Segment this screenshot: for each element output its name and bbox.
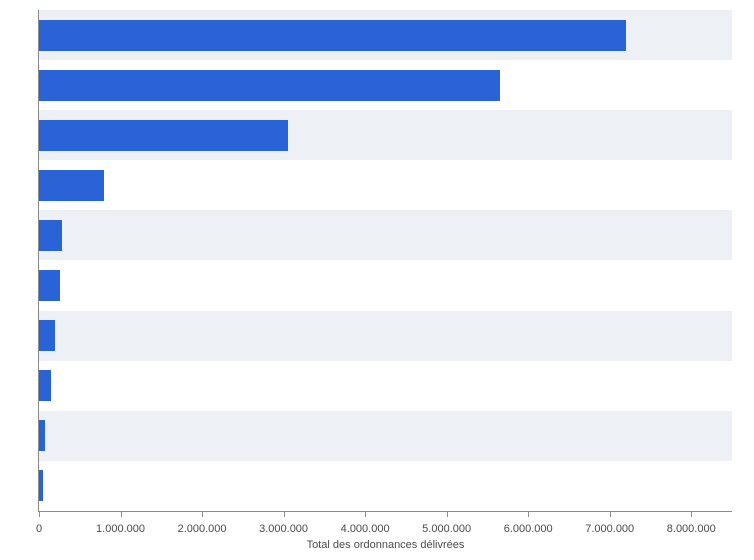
x-tick xyxy=(528,511,529,517)
x-tick-label: 7.000.000 xyxy=(585,523,634,535)
x-tick-label: 0 xyxy=(36,523,42,535)
x-tick-label: 6.000.000 xyxy=(504,523,553,535)
plot-area: 01.000.0002.000.0003.000.0004.000.0005.0… xyxy=(38,10,732,512)
x-tick xyxy=(284,511,285,517)
bar xyxy=(39,170,104,201)
band-row xyxy=(39,160,732,210)
bar xyxy=(39,70,500,101)
bar xyxy=(39,270,60,301)
bar xyxy=(39,120,288,151)
x-tick-label: 4.000.000 xyxy=(341,523,390,535)
x-tick-label: 8.000.000 xyxy=(667,523,716,535)
chart-container: 0 1.000.000 2.000.000 3.000.000 4.000.000 5.0… xyxy=(0,0,754,560)
x-tick-label: 5.000.000 xyxy=(422,523,471,535)
bar xyxy=(39,220,62,251)
band-row xyxy=(39,311,732,361)
bar xyxy=(39,320,55,351)
band-row xyxy=(39,261,732,311)
x-tick xyxy=(610,511,611,517)
band-row xyxy=(39,210,732,260)
x-tick xyxy=(121,511,122,517)
bar xyxy=(39,370,51,401)
band-row xyxy=(39,461,732,511)
x-tick xyxy=(39,511,40,517)
band-row xyxy=(39,411,732,461)
x-tick-label: 2.000.000 xyxy=(178,523,227,535)
x-tick xyxy=(691,511,692,517)
x-axis-title: Total des ordonnances délivrées xyxy=(307,539,465,551)
x-tick xyxy=(447,511,448,517)
band-row xyxy=(39,361,732,411)
bar xyxy=(39,20,626,51)
x-tick xyxy=(365,511,366,517)
x-tick xyxy=(202,511,203,517)
x-tick-label: 1.000.000 xyxy=(96,523,145,535)
x-tick-label: 3.000.000 xyxy=(259,523,308,535)
bar xyxy=(39,470,43,501)
bar xyxy=(39,420,45,451)
